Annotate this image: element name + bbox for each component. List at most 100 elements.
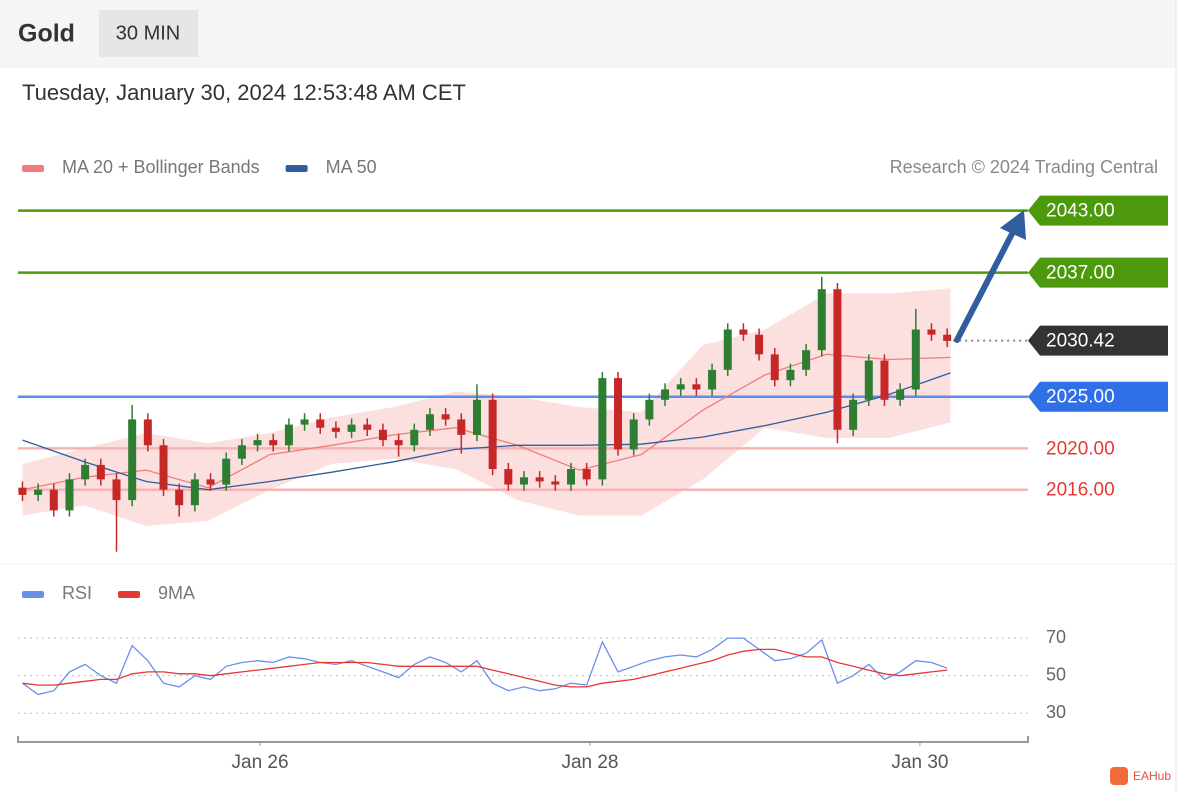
interval[interactable]: 30 MIN: [116, 22, 180, 44]
y-tick-label: 30: [1046, 702, 1066, 722]
candle-body: [269, 440, 278, 446]
watermark-icon: [1110, 767, 1128, 785]
candle-body: [49, 489, 58, 511]
indicator-line: [22, 648, 948, 688]
candle-body: [504, 469, 513, 485]
level-label: 2025.00: [1046, 387, 1115, 408]
candle-body: [18, 487, 27, 495]
credit: Research © 2024 Trading Central: [890, 157, 1158, 177]
candle-body: [457, 419, 466, 435]
candle-body: [410, 429, 419, 446]
candle-body: [786, 369, 795, 381]
y-tick-label: 50: [1046, 664, 1066, 684]
moving-average: [22, 353, 951, 491]
candle-body: [316, 419, 325, 428]
symbol: Gold: [18, 20, 75, 48]
candle-body: [535, 477, 544, 482]
candle-body: [911, 329, 920, 390]
price-panel: 2043.00 2037.00 2025.00 2020.00 2016.00 2030.…: [18, 157, 1168, 552]
candle-body: [159, 445, 168, 490]
candle-body: [175, 489, 184, 506]
legend-swatch: [285, 165, 308, 172]
candle-body: [96, 464, 105, 480]
interval-box[interactable]: [99, 10, 198, 57]
x-tick-label: Jan 28: [561, 752, 618, 773]
candle-body: [425, 414, 434, 430]
candle-body: [864, 360, 873, 400]
candle-body: [817, 289, 826, 351]
candle-body: [614, 378, 623, 450]
legend-label: 9MA: [158, 583, 195, 603]
rsi-panel: 30 50 70 Jan 26 Jan 28 Jan 30 RSI 9MA: [17, 583, 1066, 773]
candle-body: [708, 369, 717, 390]
candle-body: [143, 419, 152, 446]
candle-body: [551, 481, 560, 485]
candle-body: [896, 389, 905, 400]
candle-body: [128, 419, 137, 501]
level-label: 2020.00: [1046, 438, 1115, 459]
candle-body: [441, 414, 450, 420]
last-price-label: 2030.42: [1046, 331, 1115, 352]
candle-body: [331, 427, 340, 432]
candle-body: [661, 389, 670, 400]
legend-swatch: [22, 591, 44, 598]
level-label: 2016.00: [1046, 480, 1115, 501]
candle-body: [65, 479, 74, 511]
level-tag: [1028, 257, 1168, 288]
y-tick-label: 70: [1046, 627, 1066, 647]
timestamp: Tuesday, January 30, 2024 12:53:48 AM CE…: [22, 80, 466, 105]
candle-body: [81, 464, 90, 480]
candle-body: [190, 479, 199, 506]
candle-body: [237, 445, 246, 459]
x-tick-label: Jan 30: [891, 752, 948, 773]
candle-body: [394, 440, 403, 446]
candle-body: [34, 489, 43, 495]
candle-body: [802, 350, 811, 370]
candle-body: [880, 360, 889, 400]
candle-body: [927, 329, 936, 335]
candle-body: [222, 458, 231, 485]
candle-body: [676, 384, 685, 390]
candle-body: [112, 479, 121, 501]
forecast-arrow: [954, 227, 1017, 343]
candle-body: [363, 424, 372, 430]
legend-label: RSI: [62, 583, 92, 603]
legend-swatch: [22, 165, 44, 172]
x-tick-label: Jan 26: [232, 752, 289, 773]
candle-body: [770, 354, 779, 381]
candle-body: [472, 399, 481, 435]
legend-label: MA 20 + Bollinger Bands: [62, 157, 260, 177]
level-label: 2037.00: [1046, 263, 1115, 284]
candle-body: [833, 289, 842, 430]
forecast-arrowhead: [1000, 210, 1026, 240]
legend-swatch: [118, 591, 141, 598]
legend-label: MA 50: [326, 157, 377, 177]
candle-body: [284, 424, 293, 446]
level-tag: [1028, 195, 1168, 226]
last-price-tag: [1028, 325, 1168, 356]
candle-body: [755, 334, 764, 355]
bollinger-band: [22, 288, 951, 526]
candle-body: [347, 424, 356, 432]
candle-body: [300, 419, 309, 425]
candle-body: [488, 399, 497, 470]
candle-body: [739, 329, 748, 335]
candle-body: [598, 378, 607, 480]
moving-average: [22, 372, 951, 491]
candle-body: [943, 334, 952, 341]
candle-body: [723, 329, 732, 370]
indicator-line: [22, 637, 948, 696]
candle-body: [567, 469, 576, 485]
level-label: 2043.00: [1046, 201, 1115, 222]
x-axis: [17, 736, 1029, 743]
candle-body: [582, 469, 591, 480]
watermark: EAHub: [1133, 769, 1171, 783]
candle-body: [629, 419, 638, 450]
candle-body: [645, 399, 654, 420]
candle-body: [692, 384, 701, 390]
candle-body: [206, 479, 215, 485]
level-tag: [1028, 381, 1168, 412]
candle-body: [253, 440, 262, 446]
